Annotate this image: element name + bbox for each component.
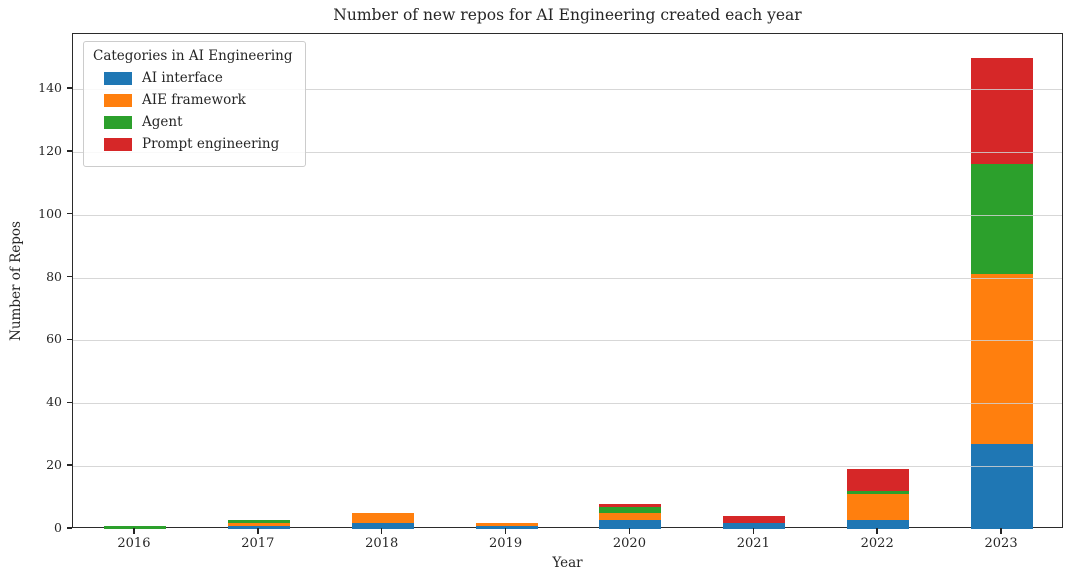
bar-2020-aie-framework xyxy=(599,513,662,520)
bar-2022-prompt-engineering xyxy=(847,469,910,492)
bar-2020-ai-interface xyxy=(599,519,662,529)
gridline-120 xyxy=(73,151,1062,153)
xtick-mark-2017 xyxy=(257,528,259,534)
bar-2019-aie-framework xyxy=(475,522,538,526)
ytick-label-100: 100 xyxy=(38,205,62,221)
bar-2018-ai-interface xyxy=(351,522,414,529)
gridline-140 xyxy=(73,89,1062,90)
bar-2016-agent xyxy=(103,525,166,529)
xtick-label-2023: 2023 xyxy=(984,536,1018,551)
legend-item-prompt-engineering: Prompt engineering xyxy=(93,136,293,152)
gridline-20 xyxy=(73,466,1062,468)
legend-swatch-icon xyxy=(104,93,132,107)
xtick-mark-2022 xyxy=(876,528,878,534)
bar-2021-prompt-engineering xyxy=(723,516,786,523)
ytick-label-20: 20 xyxy=(46,457,62,473)
ytick-label-0: 0 xyxy=(54,520,62,535)
xtick-label-2016: 2016 xyxy=(117,536,151,551)
xtick-label-2022: 2022 xyxy=(860,536,894,551)
ytick-label-40: 40 xyxy=(46,394,62,410)
bar-2021-ai-interface xyxy=(723,522,786,529)
ytick-label-140: 140 xyxy=(38,80,62,95)
legend-item-label: Prompt engineering xyxy=(142,136,280,152)
xtick-mark-2019 xyxy=(504,528,507,534)
ytick-mark-40 xyxy=(66,401,72,403)
ytick-mark-0 xyxy=(66,527,72,529)
legend: Categories in AI Engineering AI interfac… xyxy=(83,41,306,167)
xtick-mark-2018 xyxy=(380,528,383,534)
plot-area: Categories in AI Engineering AI interfac… xyxy=(72,33,1063,529)
gridline-60 xyxy=(73,340,1062,342)
xtick-label-2018: 2018 xyxy=(365,536,399,551)
gridline-40 xyxy=(73,403,1062,405)
xtick-mark-2016 xyxy=(133,528,135,534)
bar-2017-aie-framework xyxy=(227,522,290,526)
ytick-label-60: 60 xyxy=(46,331,62,347)
legend-item-ai-interface: AI interface xyxy=(93,70,293,86)
legend-swatch-icon xyxy=(104,71,132,85)
x-axis-label: Year xyxy=(552,555,583,571)
chart-title: Number of new repos for AI Engineering c… xyxy=(333,6,802,24)
bar-2020-prompt-engineering xyxy=(599,503,662,507)
legend-item-agent: Agent xyxy=(93,114,293,130)
legend-items: AI interface AIE framework Agent Prompt eng… xyxy=(93,70,293,152)
bar-2023-prompt-engineering xyxy=(971,57,1034,165)
bar-2017-agent xyxy=(227,519,290,523)
legend-title: Categories in AI Engineering xyxy=(93,48,293,64)
legend-item-aie-framework: AIE framework xyxy=(93,92,293,108)
bar-2020-agent xyxy=(599,507,662,514)
xtick-label-2017: 2017 xyxy=(241,536,275,551)
ytick-mark-80 xyxy=(66,275,72,278)
legend-item-label: Agent xyxy=(142,114,183,130)
legend-item-label: AI interface xyxy=(142,70,223,86)
bar-2023-aie-framework xyxy=(971,274,1034,445)
bar-2022-aie-framework xyxy=(847,494,910,520)
ytick-mark-100 xyxy=(66,213,72,215)
xtick-mark-2023 xyxy=(1000,528,1002,534)
ytick-label-120: 120 xyxy=(38,142,62,158)
bar-2017-ai-interface xyxy=(227,525,290,529)
legend-item-label: AIE framework xyxy=(142,92,246,108)
bar-2022-ai-interface xyxy=(847,519,910,529)
xtick-mark-2020 xyxy=(628,528,631,534)
bar-2019-ai-interface xyxy=(475,525,538,529)
gridline-80 xyxy=(73,277,1062,279)
bar-2018-aie-framework xyxy=(351,513,414,523)
bar-2022-agent xyxy=(847,491,910,495)
xtick-label-2019: 2019 xyxy=(489,536,523,551)
ytick-mark-20 xyxy=(66,464,72,466)
xtick-mark-2021 xyxy=(752,528,754,534)
legend-swatch-icon xyxy=(104,137,132,151)
bar-2023-ai-interface xyxy=(971,444,1034,529)
xtick-label-2020: 2020 xyxy=(612,536,646,551)
ytick-label-80: 80 xyxy=(46,268,62,284)
bar-2023-agent xyxy=(971,164,1034,275)
ytick-mark-120 xyxy=(66,150,72,152)
gridline-100 xyxy=(73,214,1062,216)
ytick-mark-60 xyxy=(66,338,72,341)
xtick-label-2021: 2021 xyxy=(736,536,770,551)
ytick-mark-140 xyxy=(66,87,72,89)
legend-swatch-icon xyxy=(104,115,132,129)
